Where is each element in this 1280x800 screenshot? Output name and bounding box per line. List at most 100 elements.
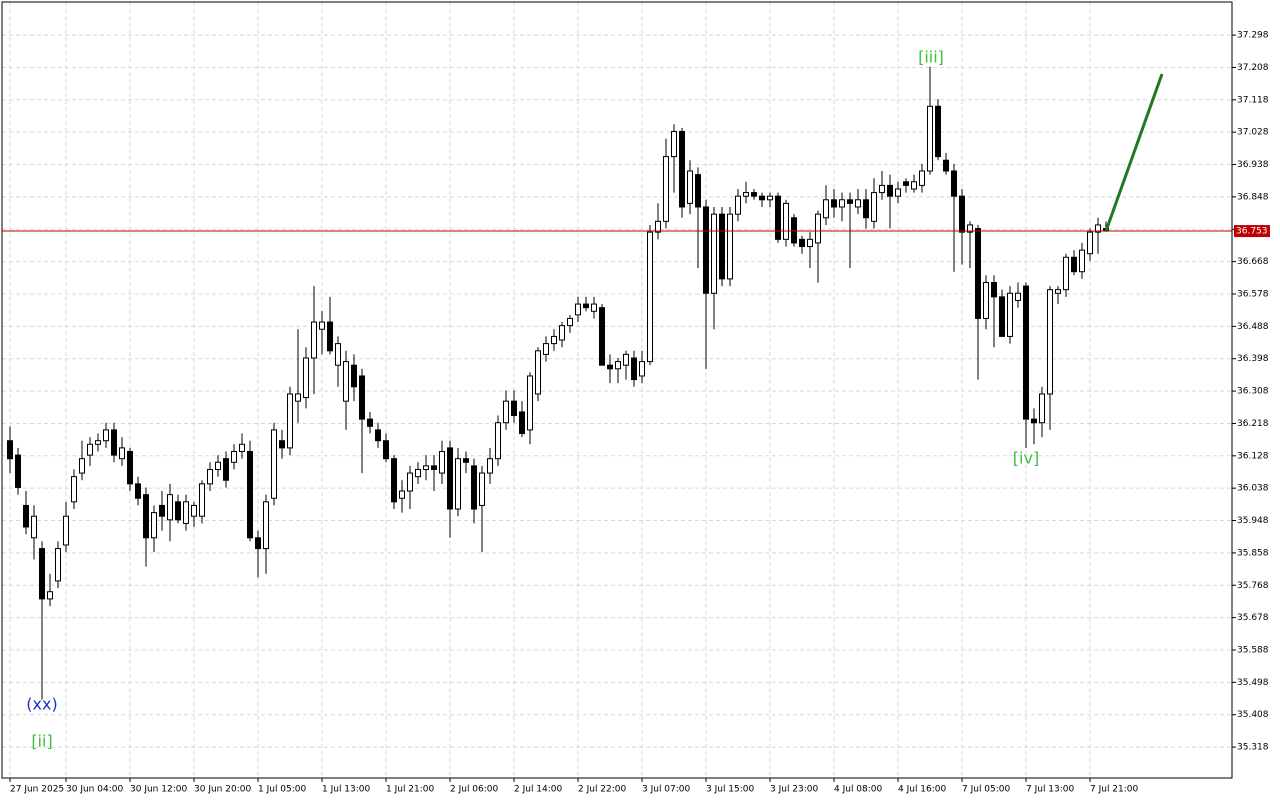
candle-body — [47, 591, 53, 600]
x-tick-label: 4 Jul 16:00 — [898, 785, 947, 795]
candle-body — [775, 195, 781, 240]
candle-body — [79, 458, 85, 474]
candle-body — [383, 440, 389, 460]
candle-body — [503, 400, 509, 424]
candle-body — [831, 199, 837, 208]
candle-body — [735, 195, 741, 215]
candle-body — [87, 443, 93, 456]
candle-body — [959, 195, 965, 233]
candle-body — [263, 501, 269, 550]
candle-body — [991, 281, 997, 298]
candle-body — [695, 174, 701, 208]
candle-body — [615, 361, 621, 370]
candle-body — [343, 361, 349, 402]
candle-body — [583, 303, 589, 309]
wave-label: [iii] — [918, 48, 944, 67]
candle-body — [311, 321, 317, 359]
candle-body — [183, 501, 189, 524]
plot-frame — [1, 1, 1233, 779]
candle-body — [551, 335, 557, 345]
candle-body — [679, 130, 685, 208]
candle-body — [431, 465, 437, 470]
candle-body — [1007, 292, 1013, 337]
candle-body — [215, 461, 221, 470]
x-tick-label: 2 Jul 14:00 — [514, 785, 563, 795]
x-tick-label: 1 Jul 13:00 — [322, 785, 371, 795]
y-tick-label: 36.398 — [1237, 354, 1269, 364]
candle-body — [1087, 231, 1093, 255]
candle-body — [815, 213, 821, 244]
candle-body — [1063, 256, 1069, 291]
candle-body — [1023, 285, 1029, 420]
candle-body — [143, 494, 149, 539]
x-tick-label: 4 Jul 08:00 — [834, 785, 883, 795]
y-tick-label: 36.128 — [1237, 451, 1269, 461]
candle-body — [303, 357, 309, 399]
candle-body — [103, 429, 109, 442]
x-tick-label: 1 Jul 21:00 — [386, 785, 435, 795]
candle-body — [671, 130, 677, 158]
candle-body — [967, 224, 973, 233]
candle-body — [751, 192, 757, 197]
candle-body — [999, 296, 1005, 337]
x-tick-label: 7 Jul 21:00 — [1090, 785, 1139, 795]
candle-body — [591, 303, 597, 312]
y-tick-label: 36.578 — [1237, 289, 1269, 299]
candle-body — [15, 454, 21, 488]
candle-body — [255, 537, 261, 550]
candle-body — [711, 213, 717, 294]
candle-body — [719, 213, 725, 280]
candle-body — [127, 450, 133, 485]
candle-body — [175, 501, 181, 521]
candle-body — [623, 353, 629, 366]
candle-body — [1039, 393, 1045, 424]
y-tick-label: 35.408 — [1237, 710, 1269, 720]
candle-body — [1079, 249, 1085, 273]
candle-body — [871, 192, 877, 222]
candle-body — [351, 364, 357, 388]
candle-body — [327, 321, 333, 352]
candles: (xx) [ii] [iii] [iv] — [2, 48, 1232, 751]
candle-body — [55, 548, 61, 582]
candle-body — [279, 440, 285, 449]
forecast-arrow — [1104, 73, 1164, 232]
x-tick-label: 3 Jul 23:00 — [770, 785, 819, 795]
candle-body — [567, 317, 573, 327]
candle-body — [863, 199, 869, 219]
candle-body — [687, 170, 693, 204]
y-tick-label: 36.308 — [1237, 387, 1269, 397]
candle-body — [703, 206, 709, 294]
candle-body — [439, 450, 445, 474]
x-tick-label: 3 Jul 15:00 — [706, 785, 755, 795]
candle-body — [951, 170, 957, 197]
candle-body — [655, 220, 661, 233]
candle-body — [911, 181, 917, 190]
candle-body — [799, 238, 805, 248]
candle-body — [399, 490, 405, 499]
current-price-box — [1234, 225, 1270, 238]
x-tick-label: 1 Jul 05:00 — [258, 785, 307, 795]
candle-body — [887, 184, 893, 197]
y-tick-label: 37.118 — [1237, 95, 1269, 105]
candle-body — [159, 504, 165, 517]
candle-body — [415, 468, 421, 478]
candle-body — [647, 231, 653, 363]
candle-body — [287, 393, 293, 449]
candle-body — [855, 199, 861, 208]
y-tick-label: 35.858 — [1237, 548, 1269, 558]
candle-body — [135, 483, 141, 499]
candle-body — [943, 159, 949, 172]
x-tick-label: 27 Jun 2025 — [10, 785, 64, 795]
candle-body — [199, 483, 205, 517]
candle-body — [39, 548, 45, 600]
candle-body — [847, 199, 853, 204]
candle-body — [95, 440, 101, 445]
candle-body — [119, 447, 125, 460]
y-tick-label: 36.668 — [1237, 257, 1269, 267]
wave-label: (xx) — [26, 695, 57, 714]
candle-body — [295, 393, 301, 402]
candle-body — [983, 281, 989, 319]
y-tick-label: 36.038 — [1237, 484, 1269, 494]
candle-body — [247, 450, 253, 539]
candle-body — [367, 418, 373, 427]
